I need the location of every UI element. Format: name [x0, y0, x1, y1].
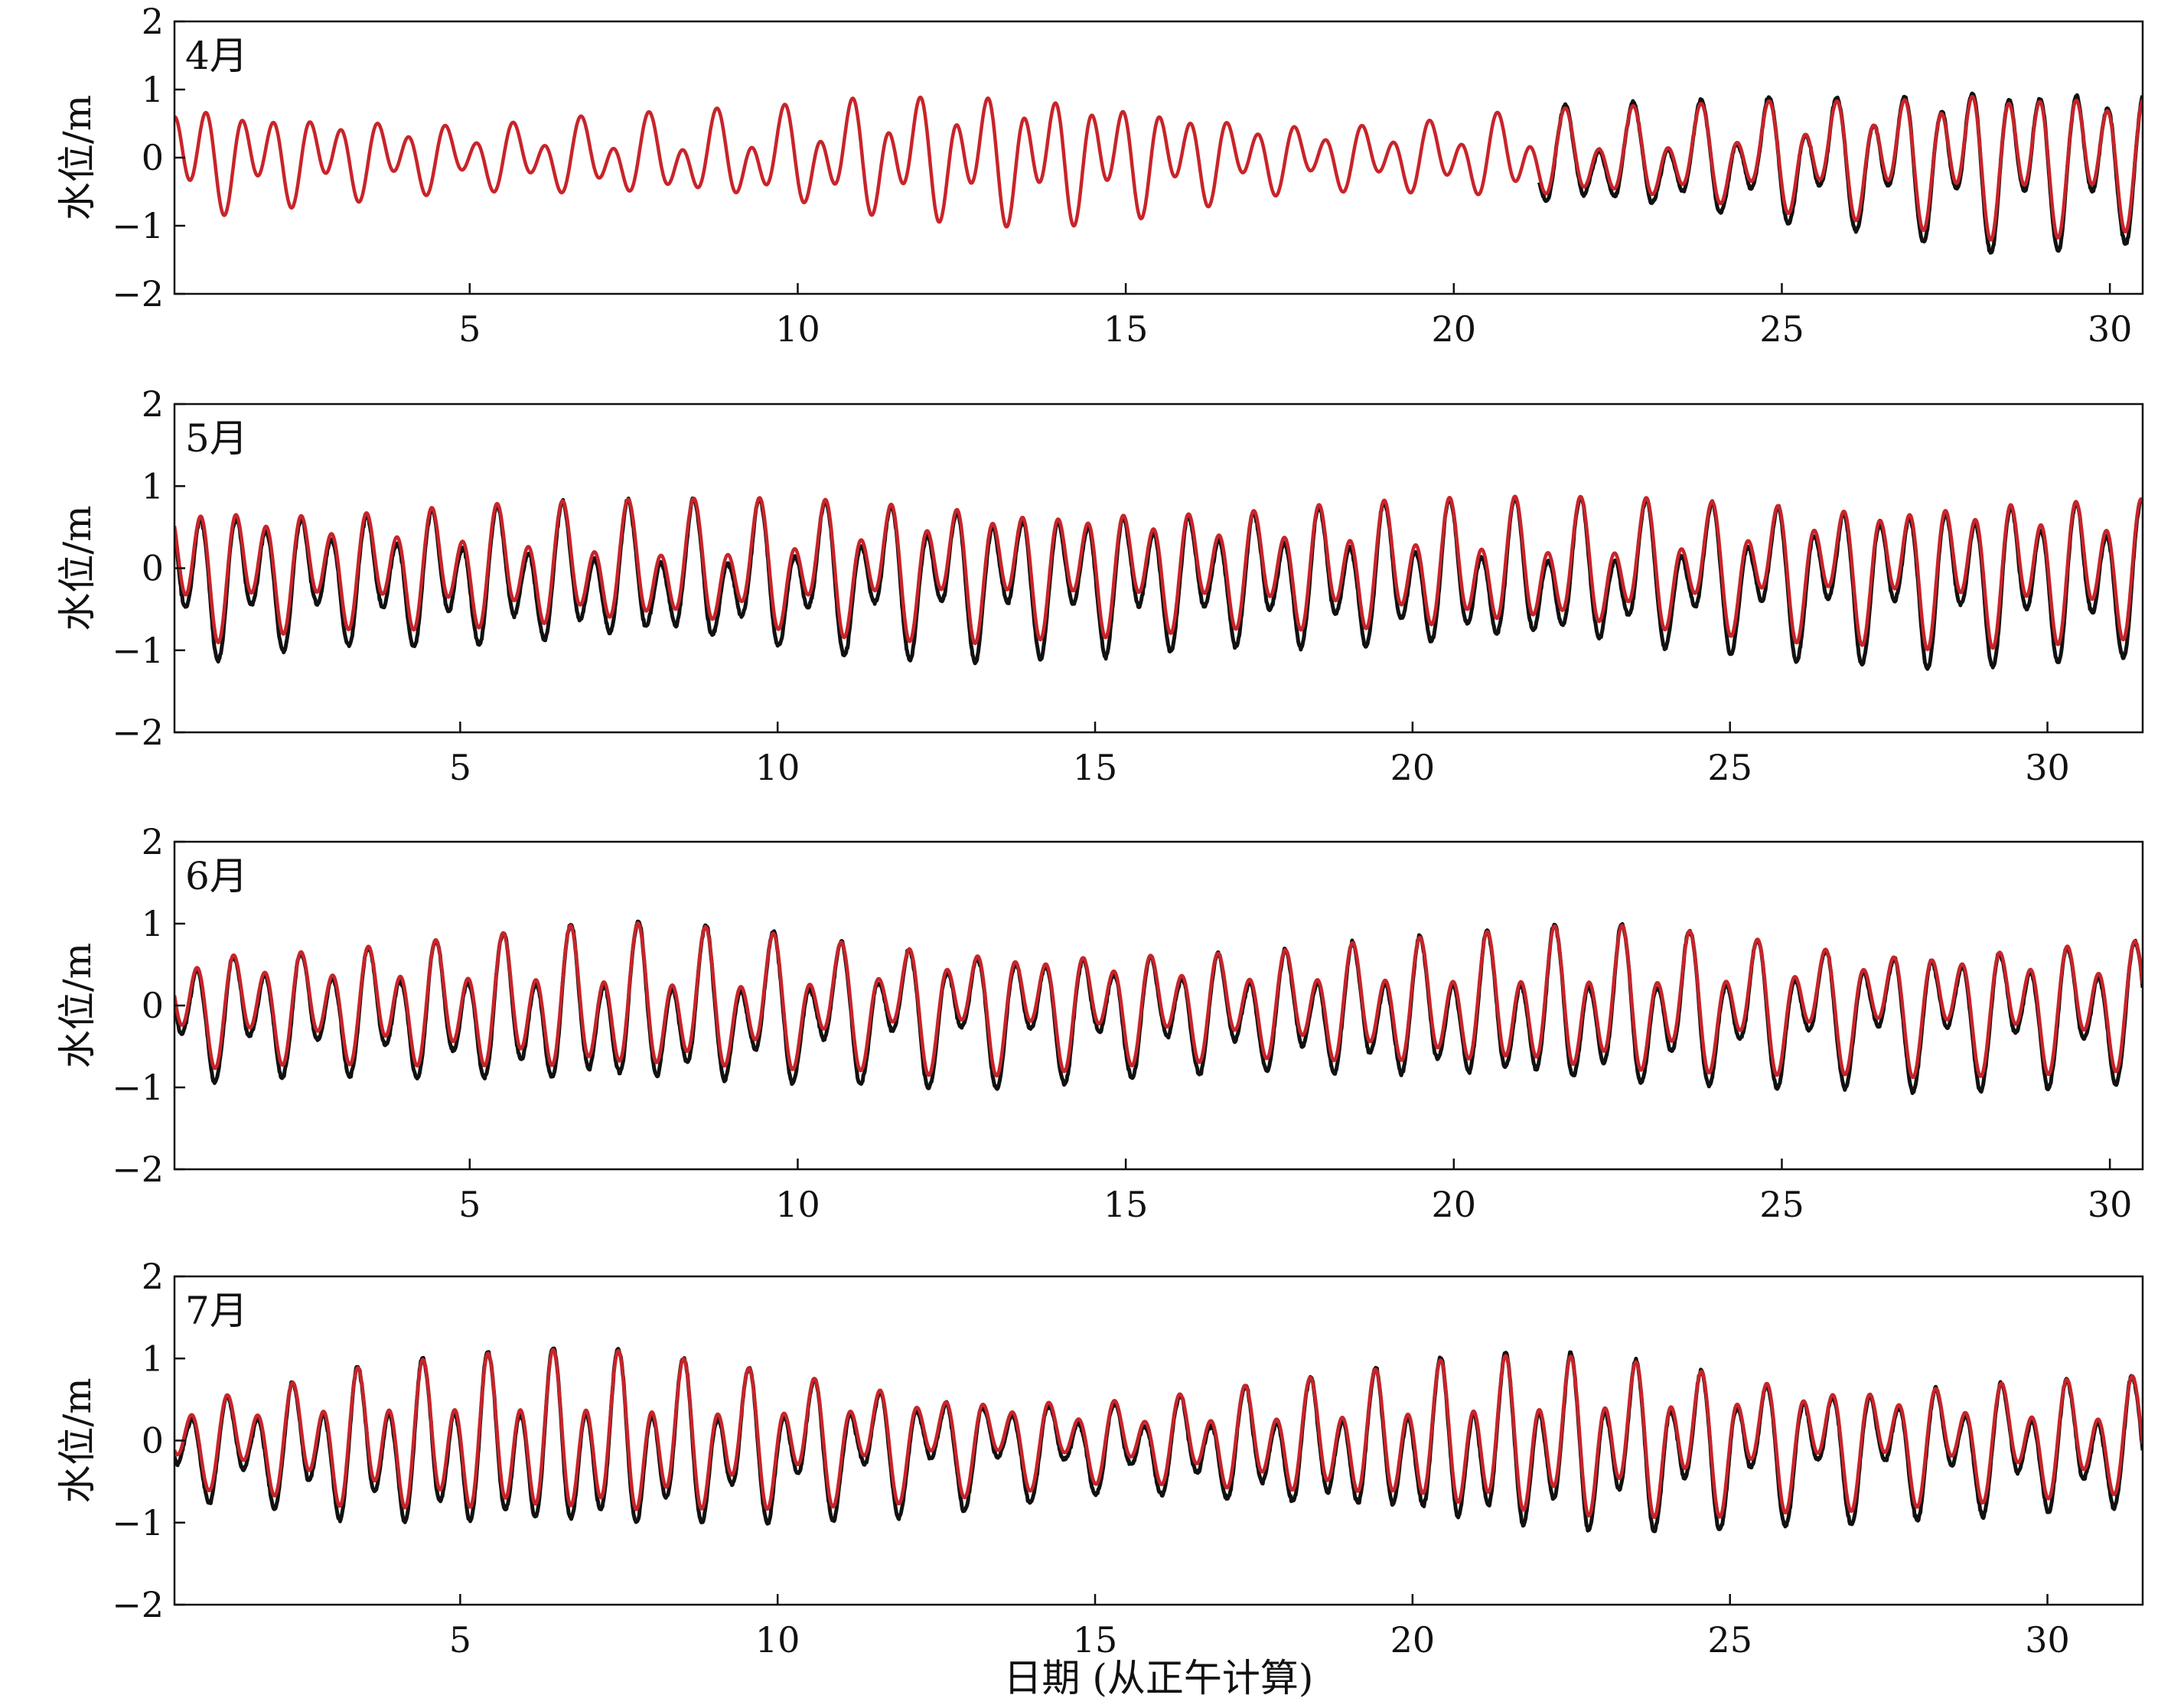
y-tick-label: −1 — [112, 1502, 164, 1543]
x-tick-label: 30 — [2088, 1184, 2133, 1225]
series-line-observed — [174, 1346, 2143, 1534]
series-line-model — [174, 921, 2143, 1080]
y-tick-label: 1 — [142, 69, 164, 110]
x-tick-label: 5 — [449, 747, 471, 788]
y-tick-label: −2 — [112, 273, 164, 315]
x-tick-label: 10 — [755, 1619, 800, 1661]
x-tick-label: 30 — [2025, 747, 2070, 788]
y-tick-label: −2 — [112, 1584, 164, 1625]
y-tick-label: 2 — [142, 383, 164, 425]
x-tick-label: 20 — [1390, 747, 1436, 788]
y-tick-label: −1 — [112, 630, 164, 671]
x-tick-label: 10 — [755, 747, 800, 788]
y-tick-label: 2 — [142, 1, 164, 42]
y-tick-label: 1 — [142, 1338, 164, 1379]
x-tick-label: 25 — [1759, 308, 1804, 350]
y-axis-label: 水位/m — [55, 95, 99, 220]
x-tick-label: 10 — [775, 1184, 820, 1225]
series-line-model — [174, 1348, 2143, 1520]
y-tick-label: 1 — [142, 903, 164, 944]
panel-month-label: 7月 — [185, 1289, 248, 1333]
y-tick-label: 0 — [142, 548, 164, 589]
y-tick-label: −2 — [112, 712, 164, 753]
x-tick-label: 20 — [1390, 1619, 1436, 1661]
y-tick-label: 0 — [142, 137, 164, 178]
x-tick-label: 5 — [458, 308, 481, 350]
y-tick-label: 1 — [142, 465, 164, 507]
series-line-model — [174, 494, 2143, 651]
x-tick-label: 15 — [1073, 1619, 1118, 1661]
x-tick-label: 10 — [775, 308, 820, 350]
y-tick-label: −1 — [112, 205, 164, 246]
x-axis-label: 日期 (从正午计算) — [1004, 1656, 1314, 1700]
y-tick-label: 0 — [142, 1420, 164, 1462]
y-tick-label: 2 — [142, 821, 164, 862]
series-line-model — [174, 95, 2143, 242]
x-tick-label: 15 — [1103, 308, 1149, 350]
x-tick-label: 15 — [1103, 1184, 1149, 1225]
x-tick-label: 15 — [1073, 747, 1118, 788]
y-tick-label: −1 — [112, 1067, 164, 1108]
x-tick-label: 20 — [1432, 1184, 1477, 1225]
x-tick-label: 5 — [449, 1619, 471, 1661]
x-tick-label: 30 — [2088, 308, 2133, 350]
panel-month-label: 6月 — [185, 854, 248, 898]
panel-month-label: 4月 — [185, 34, 248, 78]
x-tick-label: 25 — [1707, 747, 1752, 788]
x-tick-label: 20 — [1432, 308, 1477, 350]
y-axis-label: 水位/m — [55, 505, 99, 631]
panel-month-label: 5月 — [185, 416, 248, 461]
y-tick-label: 2 — [142, 1256, 164, 1297]
x-tick-label: 25 — [1759, 1184, 1804, 1225]
x-tick-label: 30 — [2025, 1619, 2070, 1661]
x-tick-label: 25 — [1707, 1619, 1752, 1661]
x-tick-label: 5 — [458, 1184, 481, 1225]
axes-frame — [173, 1275, 2144, 1606]
y-axis-label: 水位/m — [55, 943, 99, 1068]
y-axis-label: 水位/m — [55, 1377, 99, 1503]
y-tick-label: −2 — [112, 1149, 164, 1190]
y-tick-label: 0 — [142, 985, 164, 1026]
